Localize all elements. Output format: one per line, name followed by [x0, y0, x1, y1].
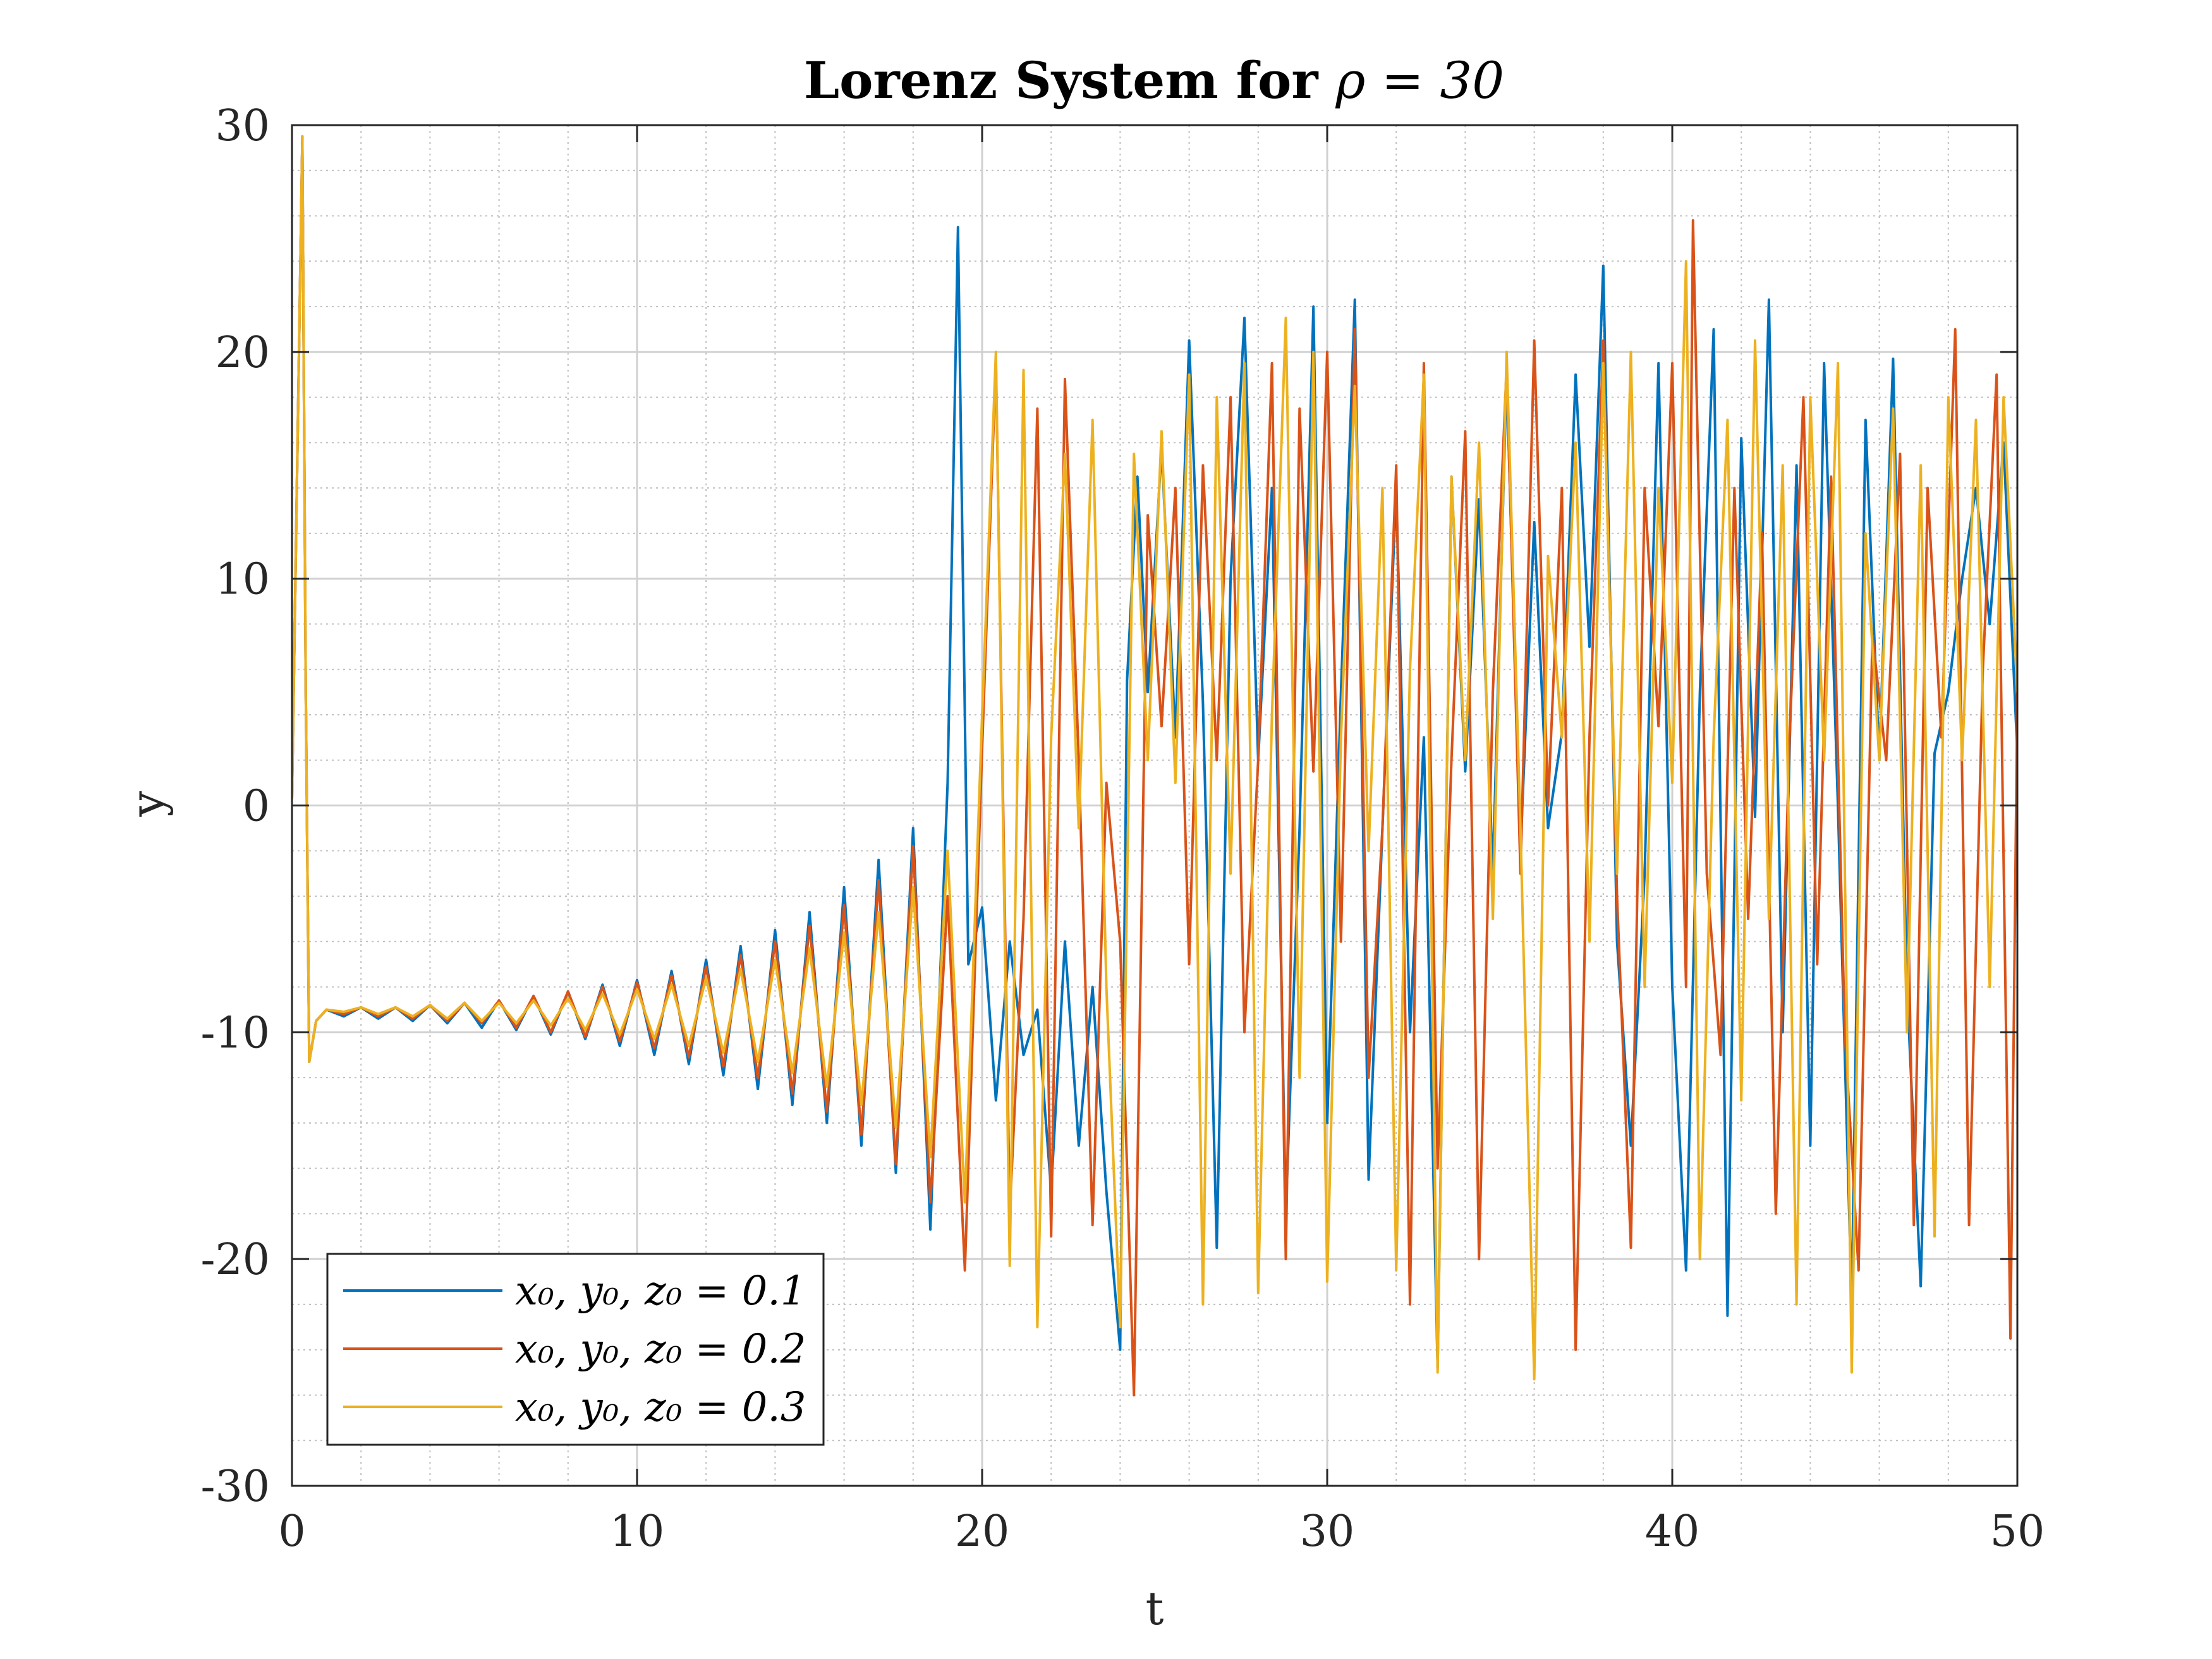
y-tick-label: 30	[215, 101, 270, 151]
x-tick-label: 40	[1645, 1507, 1700, 1557]
x-tick-label: 10	[610, 1507, 665, 1557]
series-line-2	[292, 135, 2017, 1397]
x-tick-label: 30	[1300, 1507, 1355, 1557]
legend: x₀, y₀, z₀ = 0.1 x₀, y₀, z₀ = 0.2 x₀, y₀, …	[326, 1253, 825, 1446]
series-layer	[292, 135, 2017, 1397]
y-tick-label: 20	[215, 328, 270, 378]
y-axis-label: y	[121, 791, 174, 817]
y-tick-label: 0	[243, 782, 270, 832]
legend-label-2: x₀, y₀, z₀ = 0.2	[515, 1326, 806, 1373]
series-line-1	[292, 135, 2017, 1370]
series-line-3	[292, 135, 2017, 1381]
x-tick-label: 20	[955, 1507, 1010, 1557]
legend-label-1: x₀, y₀, z₀ = 0.1	[515, 1268, 806, 1315]
x-tick-label: 50	[1990, 1507, 2045, 1557]
y-tick-label: -20	[200, 1235, 270, 1285]
x-axis-label: t	[1146, 1582, 1164, 1635]
chart-title: Lorenz System for ρ = 30	[804, 51, 1504, 110]
y-tick-label: -30	[200, 1462, 270, 1512]
x-tick-label: 0	[278, 1507, 305, 1557]
y-tick-label: -10	[200, 1008, 270, 1058]
legend-items: x₀, y₀, z₀ = 0.1 x₀, y₀, z₀ = 0.2 x₀, y₀, …	[343, 1268, 806, 1431]
chart-title-math: ρ = 30	[1335, 51, 1504, 110]
axis-ticks	[291, 124, 2019, 1487]
y-tick-label: 10	[215, 555, 270, 605]
legend-label-3: x₀, y₀, z₀ = 0.3	[515, 1384, 806, 1431]
axis-tick-labels: 0 10 20 30 40 50 -30 -20 -10 0 10 20 30	[200, 101, 2045, 1557]
chart-title-prefix: Lorenz System for	[804, 51, 1336, 110]
